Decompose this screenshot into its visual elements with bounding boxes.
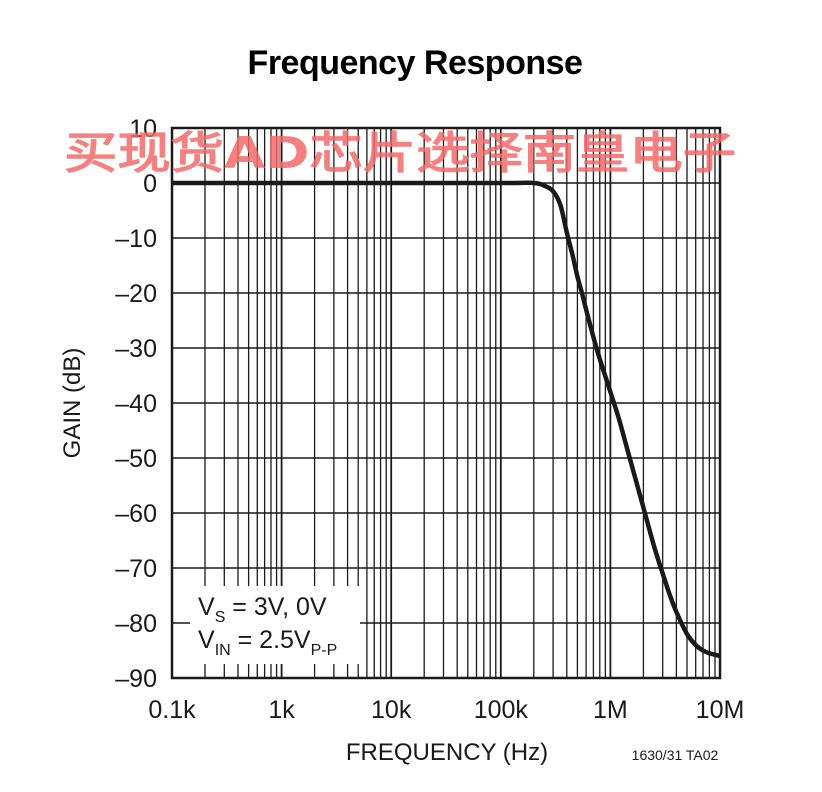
figure-note: 1630/31 TA02 xyxy=(632,747,719,763)
y-tick-labels: 10 0 –10 –20 –30 –40 –50 –60 –70 –80 –90 xyxy=(115,115,157,693)
x-tick-label: 10M xyxy=(696,696,745,724)
annotation-2-sub: IN xyxy=(215,642,231,659)
annotation-box xyxy=(190,586,360,664)
annotation-1-sub: S xyxy=(215,609,226,626)
annotation-line-2: VIN = 2.5VP-P xyxy=(198,626,337,659)
y-tick-label: –50 xyxy=(115,445,157,473)
annotation-line-1: VS = 3V, 0V xyxy=(198,593,327,626)
annotation-2-sub2: P-P xyxy=(311,642,338,659)
x-tick-label: 10k xyxy=(371,696,412,724)
chart-title: Frequency Response xyxy=(248,44,583,82)
y-axis-label: GAIN (dB) xyxy=(59,348,86,459)
plot-frame xyxy=(170,126,722,680)
gain-curve-line xyxy=(172,180,721,659)
annotation-2-mid: = 2.5V xyxy=(231,626,311,654)
x-tick-label: 1k xyxy=(268,696,295,724)
x-tick-label: 100k xyxy=(474,696,529,724)
y-tick-label: –80 xyxy=(115,610,157,638)
y-tick-label: –40 xyxy=(115,390,157,418)
annotation-1-main: V xyxy=(198,593,215,621)
y-tick-label: 0 xyxy=(143,170,157,198)
x-tick-label: 0.1k xyxy=(148,696,196,724)
y-tick-label: –10 xyxy=(115,225,157,253)
y-tick-label: –70 xyxy=(115,555,157,583)
annotation-1-rest: = 3V, 0V xyxy=(225,593,327,621)
y-tick-label: –30 xyxy=(115,335,157,363)
y-tick-label: –60 xyxy=(115,500,157,528)
x-axis-label: FREQUENCY (Hz) xyxy=(346,739,548,766)
watermark-text: 买现货AD芯片选择南皇电子 xyxy=(64,128,736,179)
x-tick-labels: 0.1k 1k 10k 100k 1M 10M xyxy=(148,696,744,724)
y-tick-label: –20 xyxy=(115,280,157,308)
x-tick-label: 1M xyxy=(593,696,628,724)
y-tick-label: 10 xyxy=(129,115,157,143)
annotation-2-main: V xyxy=(198,626,215,654)
y-tick-label: –90 xyxy=(115,665,157,693)
